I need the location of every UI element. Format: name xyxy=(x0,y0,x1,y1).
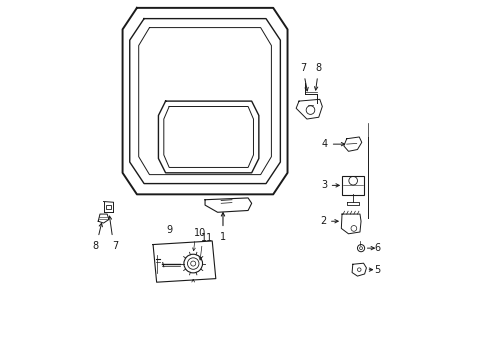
Text: 2: 2 xyxy=(319,216,325,226)
Text: 10: 10 xyxy=(194,228,206,238)
Text: 3: 3 xyxy=(320,180,326,190)
Text: 8: 8 xyxy=(315,63,321,73)
Text: 11: 11 xyxy=(201,233,213,243)
Text: 8: 8 xyxy=(92,241,98,251)
Text: 7: 7 xyxy=(112,241,118,251)
Text: 6: 6 xyxy=(373,243,380,253)
Text: 4: 4 xyxy=(321,139,327,149)
Text: 5: 5 xyxy=(373,265,380,275)
Text: 9: 9 xyxy=(166,225,172,234)
Text: 7: 7 xyxy=(300,63,306,73)
Text: 1: 1 xyxy=(220,232,225,242)
